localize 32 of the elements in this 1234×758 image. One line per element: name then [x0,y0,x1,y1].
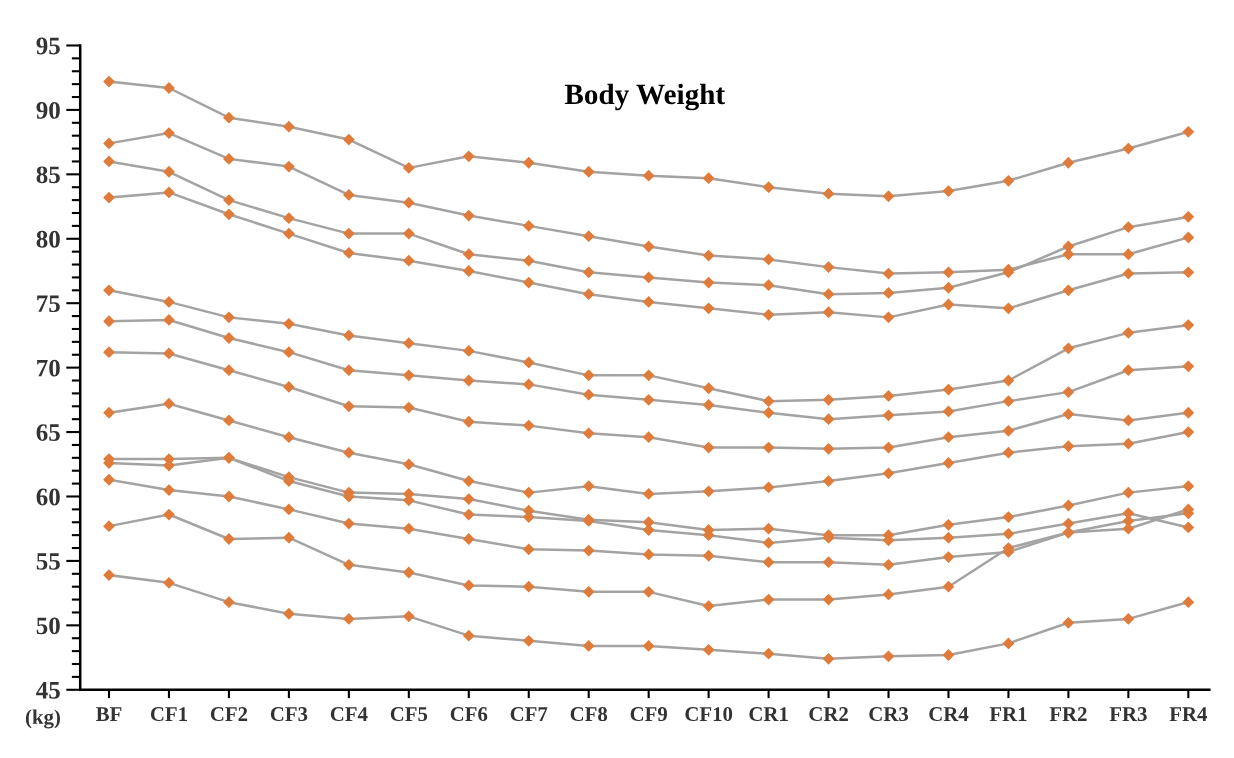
x-tick-label: CF1 [150,707,187,722]
x-tick-label: FR1 [989,707,1027,721]
y-tick-label: 65 [36,424,60,441]
x-tick-label: CR1 [749,707,788,722]
x-tick-label: CF9 [630,707,667,722]
y-tick-label: 60 [36,488,60,506]
x-tick-label: CR3 [869,707,909,722]
y-tick-label: 85 [36,166,60,184]
y-axis-title: (kg) [25,709,60,729]
x-tick-label: CF6 [450,707,488,722]
x-tick-label: CF4 [330,707,368,722]
x-tick-label: CF5 [390,707,428,722]
x-tick-label: CF10 [685,707,733,722]
x-tick-label: FR2 [1049,707,1087,721]
x-tick-label: CF7 [510,707,548,722]
y-tick-label: 75 [37,295,60,313]
x-tick-label: CR2 [809,707,848,722]
y-tick-label: 80 [36,230,60,248]
x-tick-label: CF8 [570,707,608,722]
y-tick-label: 55 [36,553,60,570]
y-tick-label: 95 [36,37,60,55]
y-tick-label: 90 [36,101,60,119]
x-tick-label: CF3 [270,707,308,722]
x-tick-label: FR3 [1109,707,1147,722]
y-tick-label: 45 [36,682,60,699]
x-tick-label: CR4 [929,707,969,722]
x-tick-label: FR4 [1169,707,1208,721]
x-tick-label: CF2 [210,707,248,722]
text: Body Weight [564,83,726,111]
y-tick-label: 50 [36,617,60,635]
y-tick-label: 70 [37,359,60,377]
x-tick-label: BF [96,707,122,721]
